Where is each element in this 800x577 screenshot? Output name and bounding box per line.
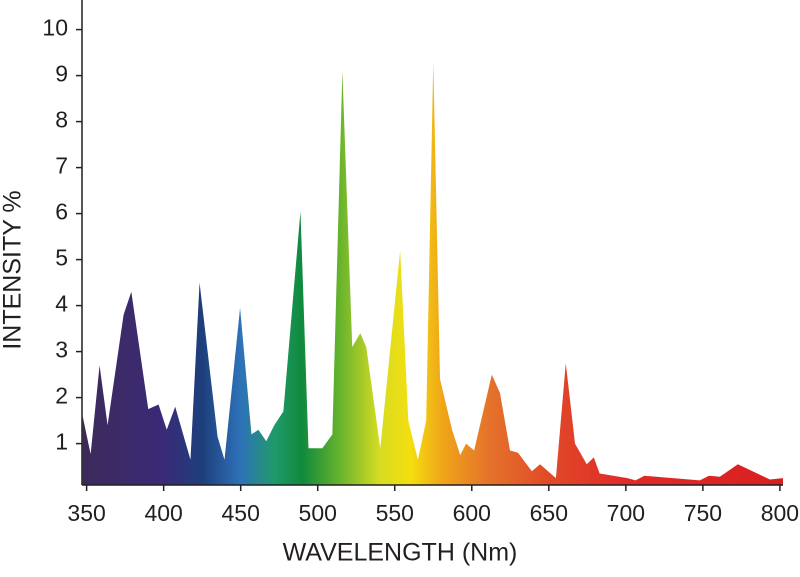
spectrum-area bbox=[82, 61, 783, 486]
y-tick-label: 1 bbox=[55, 429, 68, 455]
y-tick-label: 6 bbox=[55, 199, 68, 225]
y-axis-label: INTENSITY % bbox=[0, 190, 27, 349]
x-tick-label: 800 bbox=[761, 500, 799, 526]
x-tick-label: 350 bbox=[67, 500, 105, 526]
x-tick-label: 400 bbox=[144, 500, 182, 526]
x-tick-label: 600 bbox=[453, 500, 491, 526]
y-tick-label: 3 bbox=[55, 337, 68, 363]
x-tick-label: 550 bbox=[376, 500, 414, 526]
y-tick-label: 10 bbox=[42, 15, 68, 41]
x-tick-label: 450 bbox=[222, 500, 260, 526]
y-tick-label: 2 bbox=[55, 383, 68, 409]
y-tick-label: 5 bbox=[55, 245, 68, 271]
x-tick-label: 650 bbox=[530, 500, 568, 526]
y-tick-label: 8 bbox=[55, 107, 68, 133]
y-tick-label: 7 bbox=[55, 153, 68, 179]
x-tick-label: 700 bbox=[607, 500, 645, 526]
x-tick-label: 500 bbox=[299, 500, 337, 526]
x-axis-label: WAVELENGTH (Nm) bbox=[283, 539, 518, 567]
y-tick-label: 9 bbox=[55, 61, 68, 87]
y-tick-label: 4 bbox=[55, 291, 68, 317]
x-tick-label: 750 bbox=[684, 500, 722, 526]
